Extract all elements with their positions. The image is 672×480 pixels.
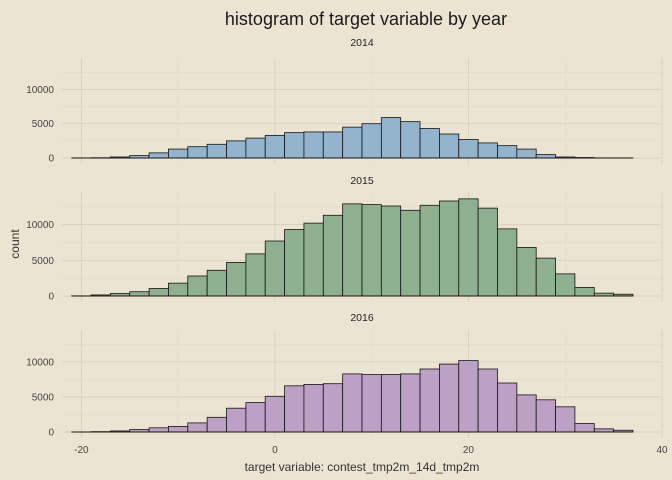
histogram-bar	[342, 203, 363, 297]
histogram-bar	[458, 360, 479, 433]
histogram-bar	[419, 128, 440, 159]
histogram-bar	[555, 273, 576, 297]
histogram-bar	[245, 137, 266, 159]
histogram-bar	[264, 240, 285, 297]
histogram-bar	[380, 374, 402, 433]
histogram-bar	[419, 368, 440, 433]
histogram-bar	[322, 214, 344, 297]
chart-title: histogram of target variable by year	[225, 9, 507, 29]
histogram-bar	[497, 145, 518, 159]
histogram-bar	[574, 287, 595, 297]
histogram-bar	[555, 406, 576, 433]
y-tick-label: 0	[48, 292, 54, 303]
facet-panel-2015: 2015 0 5000 10000	[26, 175, 663, 303]
histogram-bar	[458, 198, 479, 297]
histogram-bar	[361, 374, 382, 433]
histogram-bar	[168, 425, 189, 433]
y-tick-label: 0	[48, 154, 54, 165]
y-tick-label: 10000	[26, 358, 54, 369]
histogram-bar	[148, 427, 169, 433]
x-tick-label: 0	[272, 445, 278, 456]
histogram-bar	[148, 288, 169, 297]
x-tick-label: 20	[463, 445, 475, 456]
y-axis-label: count	[8, 229, 22, 259]
histogram-bar	[322, 383, 344, 433]
histogram-bar	[380, 117, 402, 159]
histogram-bar	[284, 229, 305, 297]
x-tick-label: -20	[74, 445, 89, 456]
histogram-bar	[168, 148, 189, 159]
histogram-bar	[303, 383, 324, 433]
histogram-bar	[535, 399, 556, 433]
facet-strip-label: 2016	[350, 312, 374, 324]
histogram-bar	[284, 132, 305, 159]
histogram-bar	[400, 373, 421, 433]
histogram-bar	[303, 222, 324, 297]
histogram-bar	[516, 394, 537, 433]
histogram-bar	[419, 204, 440, 297]
histogram-bar	[574, 423, 595, 433]
histogram-bar	[226, 262, 247, 297]
facet-panels: 2014 0 5000 10000 2015 0 5000 10000 2016 0 5000 100…	[26, 37, 668, 456]
facet-panel-2016: 2016 0 5000 10000	[26, 312, 663, 439]
x-tick-label: 40	[656, 445, 668, 456]
histogram-bar	[187, 422, 208, 433]
histogram-bar	[516, 148, 537, 159]
histogram-bar	[322, 131, 344, 159]
histogram-bar	[284, 385, 305, 433]
histogram-bar	[148, 152, 169, 159]
histogram-bar	[187, 146, 208, 159]
facet-panel-2014: 2014 0 5000 10000	[26, 37, 663, 165]
histogram-bar	[303, 131, 324, 159]
histogram-bar	[245, 402, 266, 433]
histogram-bar	[400, 209, 421, 297]
histogram-bar	[264, 395, 285, 433]
histogram-bar	[439, 363, 460, 433]
histogram-bar	[206, 416, 227, 433]
y-tick-label: 5000	[32, 256, 55, 267]
histogram-bar	[168, 282, 189, 297]
histogram-bar	[497, 228, 518, 297]
facet-strip-label: 2015	[350, 175, 374, 187]
histogram-bar	[361, 123, 382, 159]
y-tick-label: 5000	[32, 119, 55, 130]
histogram-bar	[342, 373, 363, 433]
histogram-bar	[477, 207, 498, 297]
histogram-bar	[380, 205, 402, 297]
y-tick-label: 10000	[26, 220, 54, 231]
histogram-bar	[477, 368, 498, 433]
histogram-bar	[342, 126, 363, 159]
y-tick-label: 10000	[26, 85, 54, 96]
y-tick-label: 5000	[32, 393, 55, 404]
facet-strip-label: 2014	[350, 37, 374, 49]
histogram-bar	[535, 257, 556, 297]
histogram-bar	[439, 200, 460, 297]
histogram-bar	[458, 139, 479, 159]
histogram-bar	[226, 140, 247, 159]
histogram-bar	[535, 154, 556, 159]
histogram-bar	[516, 247, 537, 297]
histogram-bar	[129, 291, 150, 297]
x-axis-label: target variable: contest_tmp2m_14d_tmp2m	[245, 460, 480, 474]
histogram-bar	[361, 204, 382, 297]
histogram-bar	[400, 121, 421, 159]
histogram-bar	[206, 269, 227, 297]
histogram-bar	[226, 407, 247, 433]
histogram-bar	[187, 275, 208, 297]
histogram-bar	[264, 134, 285, 159]
y-tick-label: 0	[48, 428, 54, 439]
histogram-bar	[206, 143, 227, 159]
histogram-bar	[439, 133, 460, 159]
histogram-bar	[497, 382, 518, 433]
histogram-bar	[245, 253, 266, 297]
histogram-bar	[477, 142, 498, 159]
